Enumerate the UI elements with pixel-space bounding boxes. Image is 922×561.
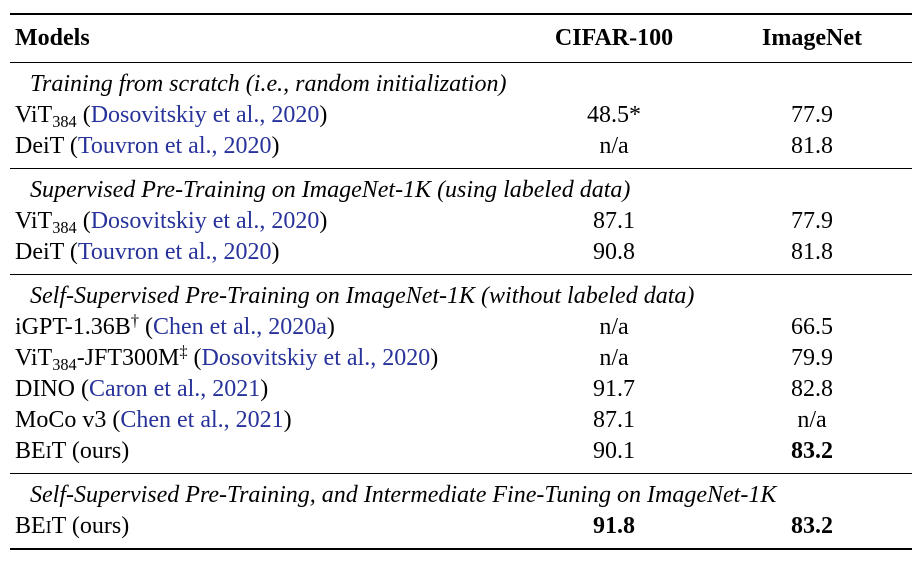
- model-text: (: [138, 314, 153, 340]
- score: 82.8: [791, 376, 833, 402]
- model-text: 384: [52, 111, 77, 131]
- rule: [10, 13, 912, 15]
- section-title: Self-Supervised Pre-Training on ImageNet…: [30, 283, 695, 309]
- model-name: DINO (Caron et al., 2021): [15, 374, 268, 404]
- model-text: BE: [15, 438, 46, 464]
- model-text: BE: [15, 513, 46, 539]
- rule: [10, 473, 912, 474]
- citation: Chen et al., 2020a: [152, 314, 327, 340]
- score: 90.1: [593, 438, 635, 464]
- model-text: ViT: [15, 102, 53, 128]
- model-text: ): [319, 102, 328, 128]
- score: n/a: [599, 345, 629, 371]
- header-cell: CIFAR-100: [554, 25, 674, 51]
- section-title: Training from scratch (i.e., random init…: [30, 71, 507, 97]
- score: 90.8: [593, 239, 635, 265]
- score: 66.5: [791, 314, 833, 340]
- model-text: DeiT (: [15, 133, 78, 159]
- header-cell: Models: [15, 25, 90, 51]
- model-text: ViT: [15, 208, 53, 234]
- model-name: DeiT (Touvron et al., 2020): [15, 237, 280, 267]
- rule: [10, 548, 912, 550]
- model-text: T (ours): [51, 438, 130, 464]
- citation: Chen et al., 2021: [120, 407, 284, 433]
- model-name: ViT384 (Dosovitskiy et al., 2020): [15, 100, 327, 130]
- rule: [10, 274, 912, 275]
- model-name: MoCo v3 (Chen et al., 2021): [15, 405, 292, 435]
- model-text: ): [326, 314, 335, 340]
- rule: [10, 62, 912, 63]
- score: 87.1: [593, 208, 635, 234]
- model-text: I: [45, 442, 52, 462]
- score: n/a: [797, 407, 827, 433]
- model-text: 384: [52, 217, 77, 237]
- score: 91.7: [593, 376, 635, 402]
- model-text: ): [430, 345, 439, 371]
- citation: Dosovitskiy et al., 2020: [201, 345, 431, 371]
- citation: Caron et al., 2021: [88, 376, 261, 402]
- model-text: ): [271, 239, 280, 265]
- model-name: BEIT (ours): [15, 436, 129, 466]
- score: 81.8: [791, 239, 833, 265]
- model-text: ): [260, 376, 269, 402]
- model-text: (: [76, 208, 91, 234]
- model-name: iGPT-1.36B† (Chen et al., 2020a): [15, 312, 335, 342]
- model-text: MoCo v3 (: [15, 407, 121, 433]
- score: 48.5*: [587, 102, 641, 128]
- score: 91.8: [593, 513, 635, 539]
- citation: Dosovitskiy et al., 2020: [90, 102, 320, 128]
- score: 77.9: [791, 208, 833, 234]
- score: n/a: [599, 133, 629, 159]
- score: 77.9: [791, 102, 833, 128]
- model-text: (: [187, 345, 202, 371]
- model-text: †: [130, 310, 139, 330]
- section-title: Self-Supervised Pre-Training, and Interm…: [30, 482, 777, 508]
- model-text: -JFT300M: [76, 345, 180, 371]
- model-text: T (ours): [51, 513, 130, 539]
- model-name: BEIT (ours): [15, 511, 129, 541]
- rule: [10, 168, 912, 169]
- score: 81.8: [791, 133, 833, 159]
- score: n/a: [599, 314, 629, 340]
- citation: Dosovitskiy et al., 2020: [90, 208, 320, 234]
- model-text: ViT: [15, 345, 53, 371]
- model-name: DeiT (Touvron et al., 2020): [15, 131, 280, 161]
- section-title: Supervised Pre-Training on ImageNet-1K (…: [30, 177, 631, 203]
- citation: Touvron et al., 2020: [77, 239, 272, 265]
- score: 83.2: [791, 513, 833, 539]
- model-name: ViT384-JFT300M‡ (Dosovitskiy et al., 202…: [15, 343, 438, 373]
- header-cell: ImageNet: [762, 25, 862, 51]
- model-text: DINO (: [15, 376, 89, 402]
- score: 83.2: [791, 438, 833, 464]
- model-text: iGPT-1.36B: [15, 314, 131, 340]
- score: 87.1: [593, 407, 635, 433]
- model-text: ): [271, 133, 280, 159]
- citation: Touvron et al., 2020: [77, 133, 272, 159]
- model-name: ViT384 (Dosovitskiy et al., 2020): [15, 206, 327, 236]
- model-text: 384: [52, 354, 77, 374]
- model-text: (: [76, 102, 91, 128]
- model-text: DeiT (: [15, 239, 78, 265]
- score: 79.9: [791, 345, 833, 371]
- model-text: ): [283, 407, 292, 433]
- model-text: I: [45, 517, 52, 537]
- model-text: ): [319, 208, 328, 234]
- model-text: ‡: [179, 341, 188, 361]
